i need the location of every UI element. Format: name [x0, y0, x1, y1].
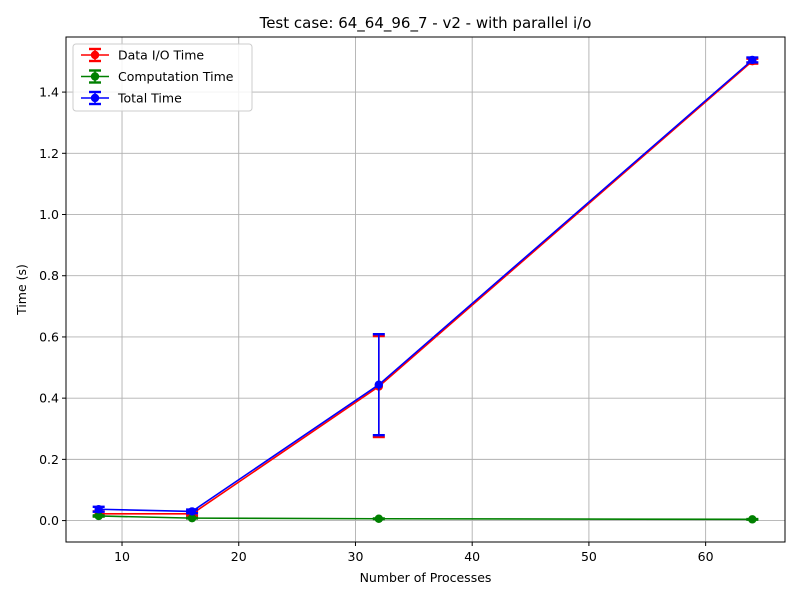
- x-tick-label: 20: [231, 549, 247, 564]
- data-point: [748, 515, 757, 524]
- x-axis-label: Number of Processes: [360, 570, 492, 585]
- legend: Data I/O Time Computation Time Total Time: [72, 43, 253, 112]
- data-point: [187, 507, 197, 516]
- series-computation-time: [92, 511, 759, 524]
- legend-item: Total Time: [81, 91, 182, 106]
- plot-frame: [65, 36, 786, 543]
- data-point: [374, 380, 384, 389]
- y-tick-label: 0.4: [39, 391, 59, 406]
- y-tick-label: 0.2: [39, 452, 59, 467]
- y-axis-label: Time (s): [14, 264, 29, 316]
- ticks: 10 20 30 40 50 60 0.0 0.2 0.4 0.6 0.8 1.0 1.2 1.4: [39, 85, 714, 564]
- legend-marker: [90, 72, 100, 81]
- data-point: [374, 514, 384, 523]
- data-point: [748, 55, 757, 65]
- grid: [66, 37, 785, 542]
- y-tick-label: 1.2: [39, 146, 59, 161]
- x-tick-label: 60: [698, 549, 714, 564]
- x-tick-label: 40: [464, 549, 480, 564]
- legend-label: Data I/O Time: [118, 48, 204, 63]
- y-tick-label: 0.0: [39, 513, 59, 528]
- series-line: [98, 515, 753, 521]
- series-line: [98, 60, 753, 515]
- series-layer: [92, 55, 759, 524]
- legend-label: Computation Time: [118, 69, 234, 84]
- y-tick-label: 0.6: [39, 329, 59, 344]
- x-tick-label: 50: [581, 549, 597, 564]
- series-total-time: [92, 55, 759, 516]
- y-tick-label: 0.8: [39, 268, 59, 283]
- data-point: [94, 511, 103, 521]
- data-point: [187, 513, 197, 523]
- data-point: [94, 505, 103, 514]
- legend-item: Computation Time: [81, 69, 234, 84]
- legend-label: Total Time: [117, 91, 182, 106]
- legend-item: Data I/O Time: [81, 48, 204, 63]
- legend-marker: [90, 50, 100, 60]
- chart-title: Test case: 64_64_96_7 - v2 - with parall…: [259, 14, 592, 33]
- y-tick-label: 1.4: [39, 85, 59, 100]
- legend-marker: [90, 93, 100, 103]
- series-line: [98, 59, 753, 513]
- y-tick-label: 1.0: [39, 207, 59, 222]
- x-tick-label: 10: [114, 549, 130, 564]
- legend-box: [72, 43, 253, 112]
- x-tick-label: 30: [348, 549, 364, 564]
